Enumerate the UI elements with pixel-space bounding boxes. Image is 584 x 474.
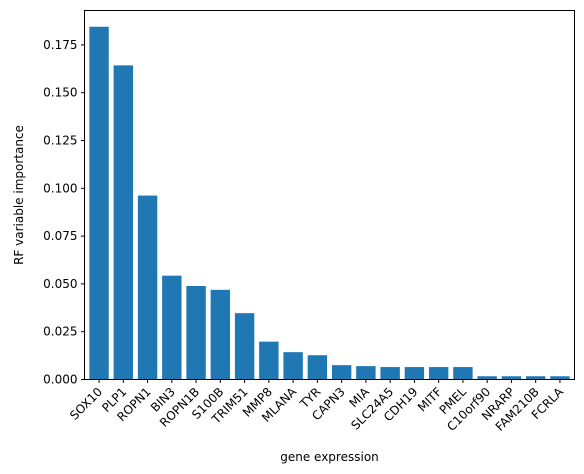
bar-bin3 [162,275,182,380]
bar-capn3 [331,365,352,380]
y-tick-label: 0.150 [43,86,77,100]
bar-fcrla [550,376,570,380]
y-axis-label: RF variable importance [12,125,26,265]
bar-trim51 [234,313,255,380]
bar-mitf [428,367,449,380]
bar-s100b [210,289,231,380]
bar-slc24a5 [380,367,400,380]
y-axis-ticks: 0.000 0.025 0.050 0.075 0.100 0.125 0.150 0.175 [43,38,85,387]
bar-mia [356,366,376,380]
bar-ropn1b [186,286,206,380]
y-tick-label: 0.175 [43,38,77,52]
y-tick-label: 0.000 [43,373,77,387]
bars-group [89,26,570,380]
bar-ropn1 [137,195,158,380]
bar-cdh19 [404,367,425,380]
x-axis-ticks: SOX10PLP1ROPN1BIN3ROPN1BS100BTRIM51MMP8M… [67,379,567,434]
bar-mmp8 [259,341,279,380]
plot-frame [84,10,575,380]
bar-sox10 [89,26,109,380]
y-tick-label: 0.050 [43,277,77,291]
bar-plp1 [113,65,134,380]
bar-nrarp [501,376,522,380]
y-tick-label: 0.025 [43,325,77,339]
y-tick-label: 0.100 [43,181,77,195]
bar-c10orf90 [477,376,497,380]
bar-tyr [307,355,328,380]
x-axis-label: gene expression [280,450,379,464]
bar-mlana [283,352,303,380]
bar-pmel [453,367,473,380]
y-tick-label: 0.125 [43,134,77,148]
bar-fam210b [525,376,546,380]
y-tick-label: 0.075 [43,229,77,243]
